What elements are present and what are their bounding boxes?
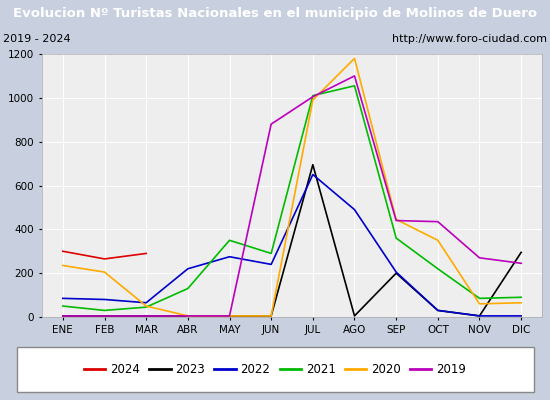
Text: 2019 - 2024: 2019 - 2024 bbox=[3, 34, 70, 44]
Text: Evolucion Nº Turistas Nacionales en el municipio de Molinos de Duero: Evolucion Nº Turistas Nacionales en el m… bbox=[13, 8, 537, 20]
FancyBboxPatch shape bbox=[16, 347, 534, 392]
Text: http://www.foro-ciudad.com: http://www.foro-ciudad.com bbox=[392, 34, 547, 44]
Legend: 2024, 2023, 2022, 2021, 2020, 2019: 2024, 2023, 2022, 2021, 2020, 2019 bbox=[79, 358, 471, 381]
